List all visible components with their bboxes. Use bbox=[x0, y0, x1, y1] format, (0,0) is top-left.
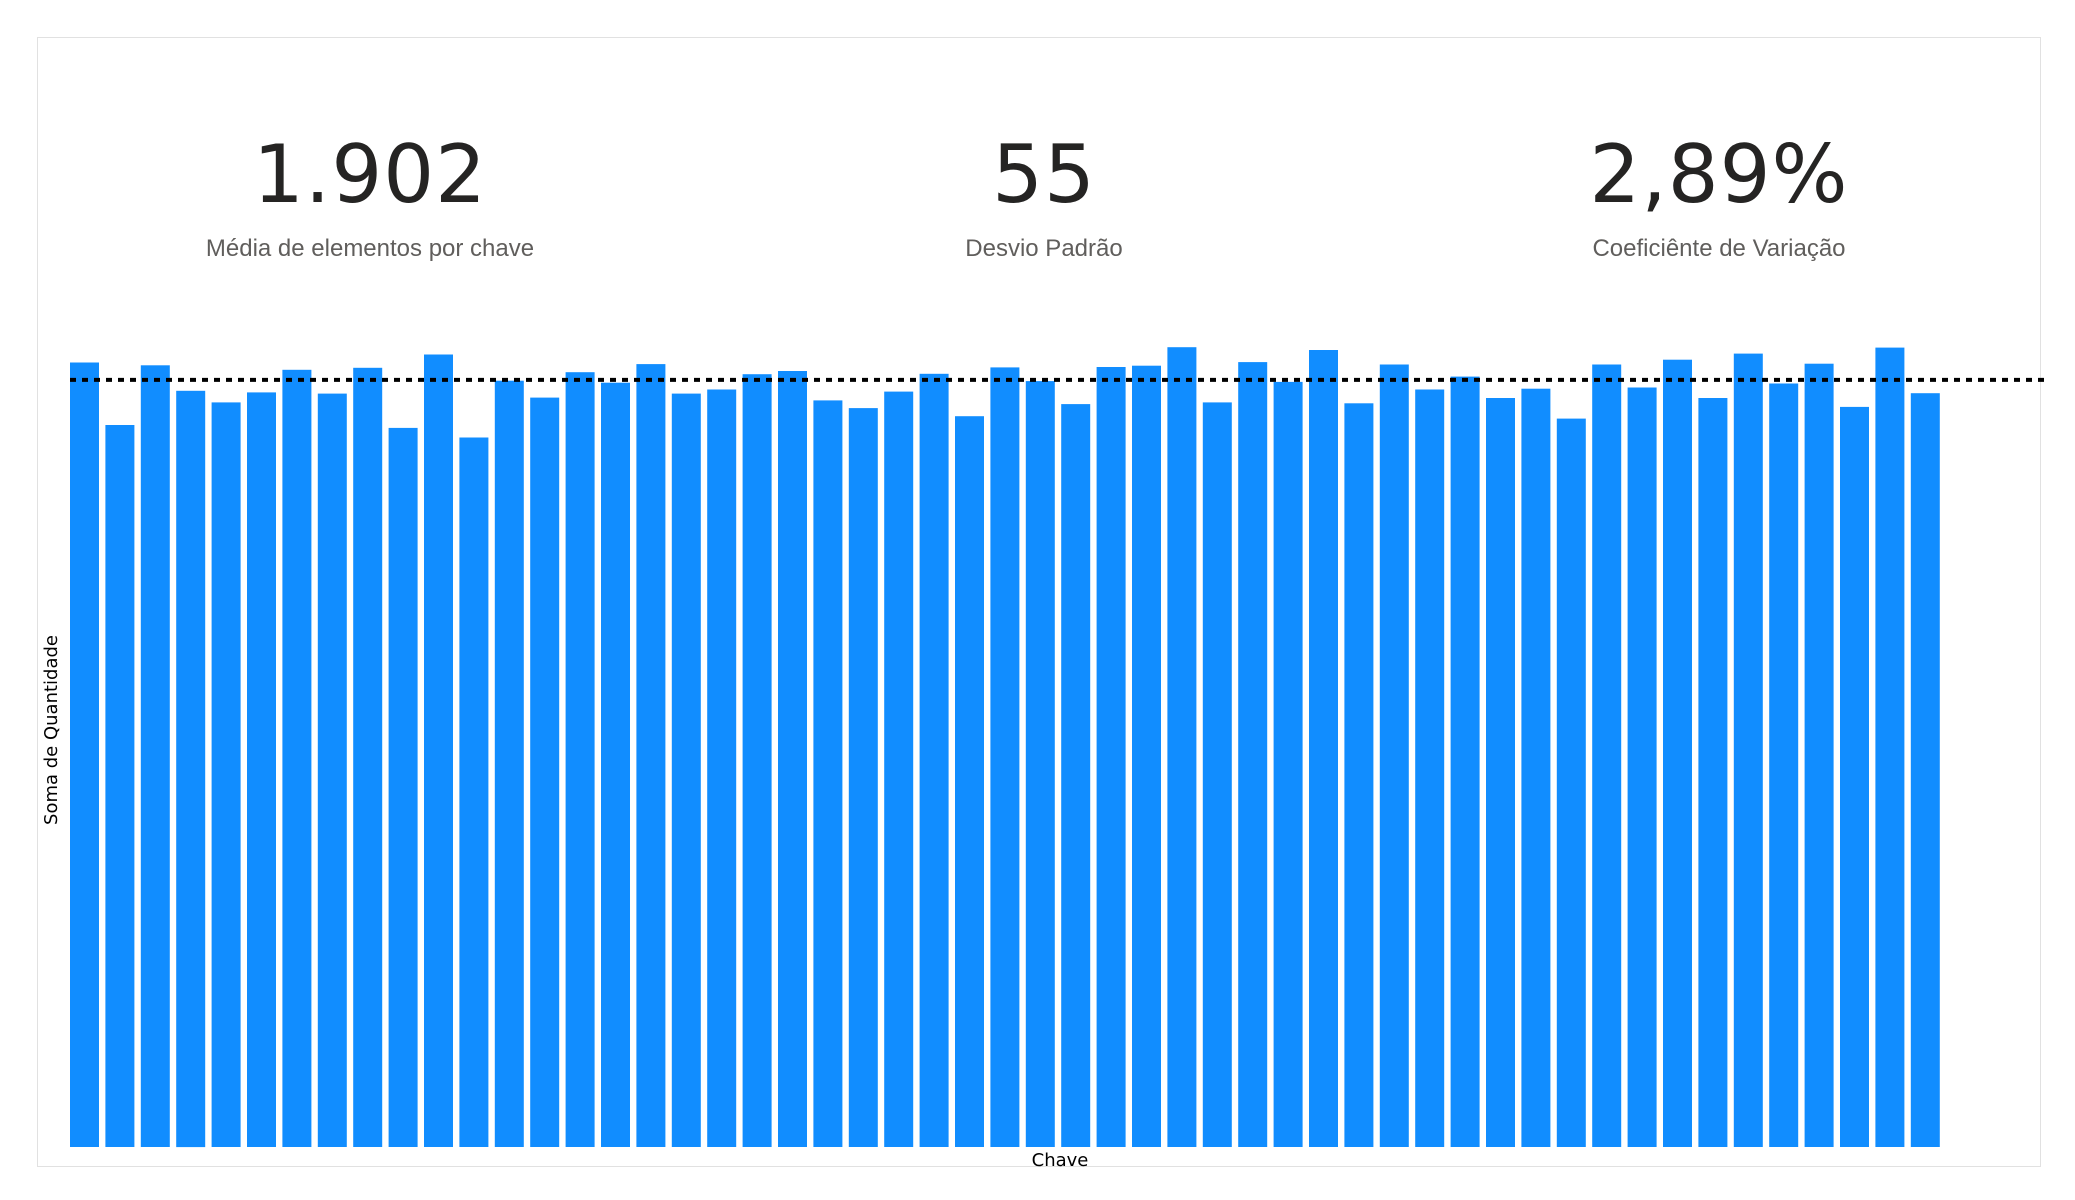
bar-34[interactable] bbox=[1238, 362, 1268, 1148]
bar-22[interactable] bbox=[813, 400, 843, 1147]
bar-2[interactable] bbox=[105, 425, 135, 1147]
bar-31[interactable] bbox=[1132, 365, 1161, 1147]
bar-42[interactable] bbox=[1521, 388, 1551, 1147]
bar-19[interactable] bbox=[707, 389, 737, 1148]
bar-4[interactable] bbox=[176, 390, 206, 1148]
x-axis-title: Chave bbox=[1032, 1150, 1089, 1171]
bar-35[interactable] bbox=[1273, 381, 1303, 1147]
kpi-label-std-dev: Desvio Padrão bbox=[965, 235, 1123, 262]
bar-6[interactable] bbox=[247, 392, 276, 1147]
bar-10[interactable] bbox=[388, 427, 418, 1147]
bar-40[interactable] bbox=[1450, 376, 1480, 1148]
bar-14[interactable] bbox=[530, 397, 560, 1148]
bar-5[interactable] bbox=[211, 402, 241, 1147]
bar-13[interactable] bbox=[494, 380, 524, 1147]
bar-12[interactable] bbox=[459, 437, 489, 1148]
bar-1[interactable] bbox=[70, 362, 99, 1148]
bar-37[interactable] bbox=[1344, 403, 1374, 1147]
bar-23[interactable] bbox=[848, 408, 878, 1148]
bar-28[interactable] bbox=[1025, 381, 1055, 1148]
bar-15[interactable] bbox=[565, 372, 595, 1147]
bar-52[interactable] bbox=[1875, 347, 1905, 1148]
bar-33[interactable] bbox=[1202, 402, 1232, 1147]
bar-32[interactable] bbox=[1167, 347, 1197, 1147]
bar-9[interactable] bbox=[353, 367, 383, 1147]
kpi-card-coef-variation: 2,89% Coeficiênte de Variação bbox=[1439, 120, 1999, 264]
kpi-label-average: Média de elementos por chave bbox=[205, 235, 535, 262]
bar-20[interactable] bbox=[742, 374, 772, 1147]
bar-49[interactable] bbox=[1769, 383, 1799, 1148]
bar-18[interactable] bbox=[671, 393, 701, 1148]
bar-17[interactable] bbox=[636, 364, 666, 1148]
kpi-card-average: 1.902 Média de elementos por chave bbox=[90, 120, 650, 264]
bar-3[interactable] bbox=[140, 365, 170, 1147]
kpi-value-average: 1.902 bbox=[252, 128, 488, 221]
kpi-value-coef-variation: 2,89% bbox=[1589, 128, 1849, 221]
bar-25[interactable] bbox=[919, 373, 949, 1147]
bar-8[interactable] bbox=[317, 393, 347, 1148]
kpi-card-std-dev: 55 Desvio Padrão bbox=[764, 120, 1324, 264]
bar-41[interactable] bbox=[1486, 398, 1515, 1147]
bar-29[interactable] bbox=[1061, 404, 1091, 1148]
bar-26[interactable] bbox=[955, 416, 984, 1147]
bar-36[interactable] bbox=[1309, 350, 1338, 1147]
bar-47[interactable] bbox=[1698, 398, 1728, 1147]
bar-43[interactable] bbox=[1556, 418, 1586, 1148]
bar-16[interactable] bbox=[601, 382, 630, 1147]
y-axis-title: Soma de Quantidade bbox=[41, 635, 62, 825]
bar-7[interactable] bbox=[282, 369, 312, 1147]
bar-series bbox=[70, 347, 1940, 1148]
bar-46[interactable] bbox=[1663, 359, 1692, 1147]
bar-39[interactable] bbox=[1415, 389, 1445, 1148]
bar-53[interactable] bbox=[1910, 393, 1940, 1147]
bar-44[interactable] bbox=[1592, 364, 1622, 1148]
bar-45[interactable] bbox=[1627, 387, 1657, 1148]
bar-50[interactable] bbox=[1804, 363, 1834, 1147]
bar-51[interactable] bbox=[1840, 406, 1869, 1147]
bar-48[interactable] bbox=[1733, 353, 1763, 1148]
bar-30[interactable] bbox=[1096, 367, 1126, 1147]
bar-11[interactable] bbox=[424, 354, 453, 1148]
bar-38[interactable] bbox=[1379, 364, 1409, 1148]
bar-21[interactable] bbox=[778, 371, 807, 1147]
bar-24[interactable] bbox=[884, 391, 914, 1148]
kpi-label-coef-variation: Coeficiênte de Variação bbox=[1592, 235, 1846, 262]
kpi-value-std-dev: 55 bbox=[992, 128, 1096, 221]
bar-27[interactable] bbox=[990, 367, 1020, 1147]
